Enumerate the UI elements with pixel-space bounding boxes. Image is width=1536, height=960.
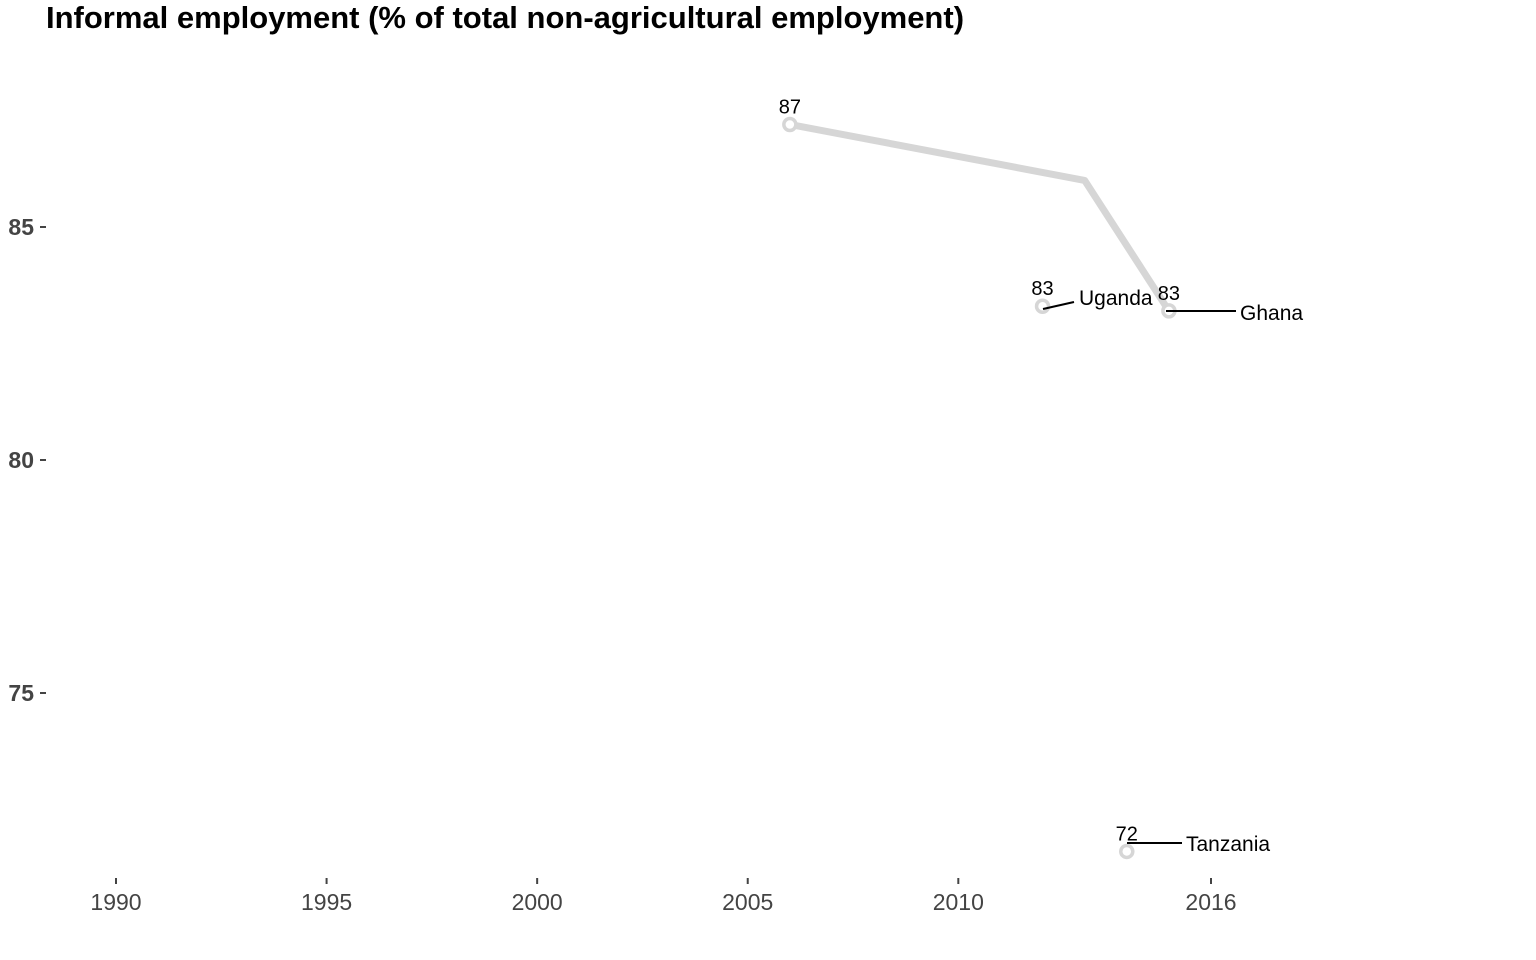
series-line	[789, 121, 1172, 313]
y-tick-label: 80	[8, 447, 34, 473]
x-tick-label: 2010	[933, 889, 984, 915]
data-point	[1119, 843, 1135, 860]
x-axis: 1990 1995 2000 2005 2010 2016	[90, 878, 1237, 915]
series-label: Ghana	[1240, 302, 1303, 325]
series-label: Tanzania	[1186, 833, 1270, 856]
data-label: 72	[1116, 823, 1138, 845]
y-tick-label: 85	[8, 214, 34, 240]
series-label: Uganda	[1079, 287, 1153, 310]
data-label: 87	[779, 96, 801, 118]
data-point	[782, 116, 798, 133]
x-tick-label: 2005	[722, 889, 773, 915]
data-point	[1034, 298, 1051, 314]
x-tick-label: 1990	[90, 889, 141, 915]
data-label: 83	[1158, 283, 1180, 305]
series-tanzania: 72 Tanzania	[1116, 823, 1270, 860]
series-label-leader	[1042, 301, 1075, 310]
x-tick-label: 1995	[301, 889, 352, 915]
x-tick-label: 2000	[512, 889, 563, 915]
series-ghana: 87 83 Ghana	[779, 96, 1304, 325]
data-label: 83	[1031, 278, 1053, 300]
series-uganda: 83 Uganda	[1031, 278, 1153, 314]
chart-title: Informal employment (% of total non-agri…	[46, 0, 965, 35]
y-axis: 75 80 85	[8, 214, 46, 706]
x-tick-label: 2016	[1185, 889, 1236, 915]
y-tick-label: 75	[8, 680, 34, 706]
